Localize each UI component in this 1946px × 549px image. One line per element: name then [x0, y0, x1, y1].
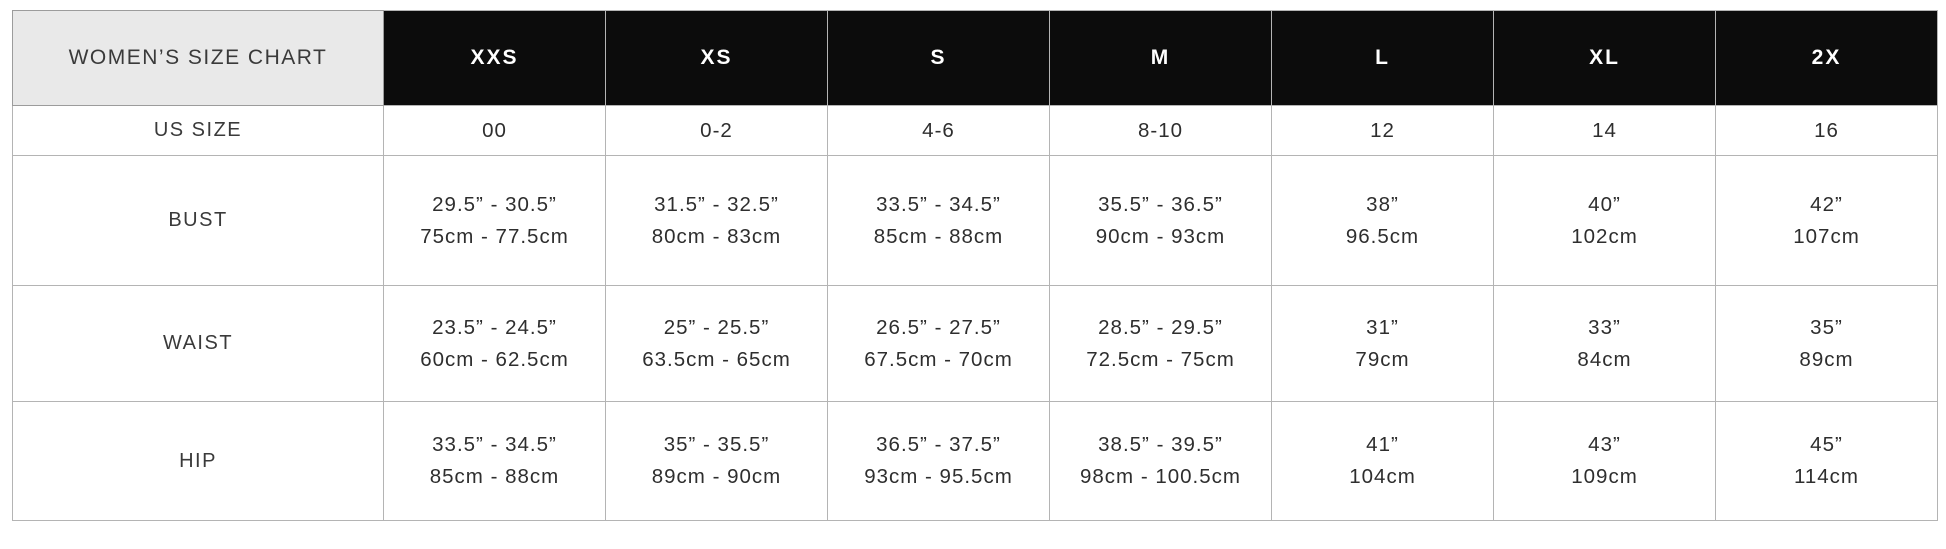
inches-value: 28.5” - 29.5” — [1098, 315, 1223, 339]
inches-value: 14 — [1592, 118, 1617, 142]
measurement-cell: 33” 84cm — [1493, 285, 1716, 402]
cm-value: 79cm — [1355, 347, 1410, 371]
size-chart-container: WOMEN’S SIZE CHART XXS XS S M L XL 2X US SIZE 0… — [12, 10, 1938, 521]
cm-value: 96.5cm — [1345, 224, 1420, 248]
cm-value: 109cm — [1571, 465, 1638, 488]
inches-value: 31” — [1366, 315, 1399, 339]
measurement-cell: 40” 102cm — [1493, 155, 1716, 286]
inches-value: 33.5” - 34.5” — [432, 433, 557, 457]
row-label: BUST — [12, 155, 384, 286]
header-row: WOMEN’S SIZE CHART XXS XS S M L XL 2X — [12, 10, 1938, 106]
measurement-cell: 0-2 — [605, 105, 828, 156]
cm-value: 75cm - 77.5cm — [420, 224, 569, 248]
inches-value: 23.5” - 24.5” — [432, 315, 557, 339]
womens-size-chart-table: WOMEN’S SIZE CHART XXS XS S M L XL 2X US SIZE 0… — [12, 10, 1938, 521]
size-header-s: S — [827, 10, 1050, 106]
table-body: US SIZE 00 0-2 4-6 8-10 12 14 16 BUST 29.5” - 30.… — [12, 105, 1938, 521]
inches-value: 36.5” - 37.5” — [876, 433, 1001, 457]
cm-value: 107cm — [1793, 224, 1860, 248]
size-header-xxs: XXS — [383, 10, 606, 106]
size-header-xs: XS — [605, 10, 828, 106]
row-label: WAIST — [12, 285, 384, 402]
measurement-cell: 25” - 25.5” 63.5cm - 65cm — [605, 285, 828, 402]
cm-value: 114cm — [1793, 465, 1859, 488]
cm-value: 85cm - 88cm — [873, 224, 1004, 248]
inches-value: 41” — [1366, 433, 1399, 457]
measurement-cell: 41” 104cm — [1271, 401, 1494, 521]
measurement-cell: 36.5” - 37.5” 93cm - 95.5cm — [827, 401, 1050, 521]
inches-value: 35” - 35.5” — [663, 433, 770, 457]
inches-value: 45” — [1810, 433, 1843, 457]
cm-value: 98cm - 100.5cm — [1080, 465, 1241, 488]
size-header-xl: XL — [1493, 10, 1716, 106]
measurement-cell: 38” 96.5cm — [1271, 155, 1494, 286]
inches-value: 38” — [1366, 192, 1399, 216]
cm-value: 102cm — [1571, 224, 1638, 248]
inches-value: 25” - 25.5” — [663, 315, 770, 339]
cm-value: 104cm — [1349, 465, 1416, 488]
cm-value: 67.5cm - 70cm — [864, 347, 1013, 371]
measurement-cell: 12 — [1271, 105, 1494, 156]
table-row: US SIZE 00 0-2 4-6 8-10 12 14 16 — [12, 105, 1938, 156]
inches-value: 29.5” - 30.5” — [432, 192, 557, 216]
measurement-cell: 45” 114cm — [1715, 401, 1938, 521]
inches-value: 35” — [1810, 315, 1843, 339]
size-header-m: M — [1049, 10, 1272, 106]
inches-value: 0-2 — [700, 118, 733, 142]
measurement-cell: 38.5” - 39.5” 98cm - 100.5cm — [1049, 401, 1272, 521]
inches-value: 38.5” - 39.5” — [1098, 433, 1223, 457]
inches-value: 31.5” - 32.5” — [654, 192, 779, 216]
measurement-cell: 4-6 — [827, 105, 1050, 156]
inches-value: 8-10 — [1137, 118, 1184, 142]
inches-value: 26.5” - 27.5” — [876, 315, 1001, 339]
measurement-cell: 33.5” - 34.5” 85cm - 88cm — [383, 401, 606, 521]
row-label: US SIZE — [12, 105, 384, 156]
inches-value: 33.5” - 34.5” — [876, 192, 1001, 216]
inches-value: 40” — [1588, 192, 1621, 216]
cm-value: 84cm — [1577, 347, 1632, 371]
cm-value: 89cm — [1799, 347, 1854, 371]
cm-value: 63.5cm - 65cm — [642, 347, 791, 371]
inches-value: 12 — [1370, 118, 1395, 142]
measurement-cell: 8-10 — [1049, 105, 1272, 156]
size-header-l: L — [1271, 10, 1494, 106]
measurement-cell: 35” - 35.5” 89cm - 90cm — [605, 401, 828, 521]
measurement-cell: 28.5” - 29.5” 72.5cm - 75cm — [1049, 285, 1272, 402]
measurement-cell: 31” 79cm — [1271, 285, 1494, 402]
cm-value: 85cm - 88cm — [429, 465, 560, 488]
measurement-cell: 14 — [1493, 105, 1716, 156]
size-header-2x: 2X — [1715, 10, 1938, 106]
measurement-cell: 35” 89cm — [1715, 285, 1938, 402]
measurement-cell: 00 — [383, 105, 606, 156]
measurement-cell: 42” 107cm — [1715, 155, 1938, 286]
inches-value: 43” — [1588, 433, 1621, 457]
inches-value: 42” — [1810, 192, 1843, 216]
table-row: WAIST 23.5” - 24.5” 60cm - 62.5cm 25” - 25.… — [12, 285, 1938, 402]
measurement-cell: 26.5” - 27.5” 67.5cm - 70cm — [827, 285, 1050, 402]
inches-value: 00 — [482, 118, 507, 142]
measurement-cell: 29.5” - 30.5” 75cm - 77.5cm — [383, 155, 606, 286]
cm-value: 90cm - 93cm — [1095, 224, 1226, 248]
measurement-cell: 43” 109cm — [1493, 401, 1716, 521]
cm-value: 80cm - 83cm — [651, 224, 782, 248]
measurement-cell: 31.5” - 32.5” 80cm - 83cm — [605, 155, 828, 286]
measurement-cell: 33.5” - 34.5” 85cm - 88cm — [827, 155, 1050, 286]
measurement-cell: 23.5” - 24.5” 60cm - 62.5cm — [383, 285, 606, 402]
measurement-cell: 16 — [1715, 105, 1938, 156]
chart-title: WOMEN’S SIZE CHART — [12, 10, 384, 106]
table-row: BUST 29.5” - 30.5” 75cm - 77.5cm 31.5” - 32… — [12, 155, 1938, 286]
inches-value: 4-6 — [922, 118, 955, 142]
cm-value: 93cm - 95.5cm — [864, 465, 1013, 488]
cm-value: 89cm - 90cm — [651, 465, 782, 488]
cm-value: 60cm - 62.5cm — [420, 347, 569, 371]
inches-value: 35.5” - 36.5” — [1098, 192, 1223, 216]
measurement-cell: 35.5” - 36.5” 90cm - 93cm — [1049, 155, 1272, 286]
inches-value: 33” — [1588, 315, 1621, 339]
row-label: HIP — [12, 401, 384, 521]
table-row: HIP 33.5” - 34.5” 85cm - 88cm 35” - 35.5” 89… — [12, 401, 1938, 521]
cm-value: 72.5cm - 75cm — [1086, 347, 1235, 371]
inches-value: 16 — [1814, 118, 1839, 142]
